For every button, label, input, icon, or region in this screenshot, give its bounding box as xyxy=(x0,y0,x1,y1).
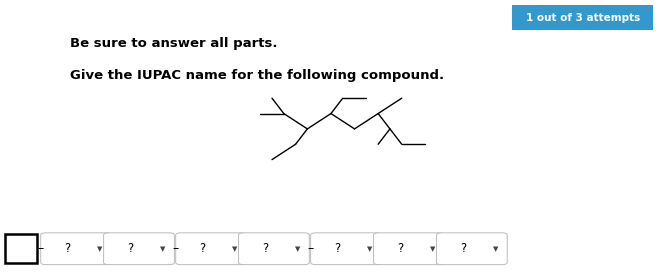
Text: ▼: ▼ xyxy=(493,246,498,252)
Text: ?: ? xyxy=(460,242,466,255)
FancyBboxPatch shape xyxy=(436,233,507,265)
Text: ?: ? xyxy=(64,242,70,255)
Text: –: – xyxy=(172,242,179,255)
Text: ?: ? xyxy=(397,242,403,255)
Text: ▼: ▼ xyxy=(367,246,372,252)
Text: ▼: ▼ xyxy=(160,246,165,252)
Text: ▼: ▼ xyxy=(295,246,300,252)
FancyBboxPatch shape xyxy=(239,233,309,265)
Text: Give the IUPAC name for the following compound.: Give the IUPAC name for the following co… xyxy=(70,69,444,82)
FancyBboxPatch shape xyxy=(5,234,38,263)
Text: –: – xyxy=(307,242,314,255)
Text: Be sure to answer all parts.: Be sure to answer all parts. xyxy=(70,37,278,50)
FancyBboxPatch shape xyxy=(374,233,444,265)
FancyBboxPatch shape xyxy=(176,233,247,265)
FancyBboxPatch shape xyxy=(41,233,111,265)
Text: ▼: ▼ xyxy=(97,246,103,252)
Text: ?: ? xyxy=(127,242,133,255)
Text: ▼: ▼ xyxy=(232,246,238,252)
Text: –: – xyxy=(38,242,44,255)
Text: ▼: ▼ xyxy=(430,246,435,252)
Text: ?: ? xyxy=(262,242,268,255)
Text: ?: ? xyxy=(334,242,340,255)
Text: ?: ? xyxy=(199,242,205,255)
FancyBboxPatch shape xyxy=(311,233,382,265)
FancyBboxPatch shape xyxy=(513,5,653,30)
FancyBboxPatch shape xyxy=(103,233,174,265)
Text: 1 out of 3 attempts: 1 out of 3 attempts xyxy=(526,12,640,22)
